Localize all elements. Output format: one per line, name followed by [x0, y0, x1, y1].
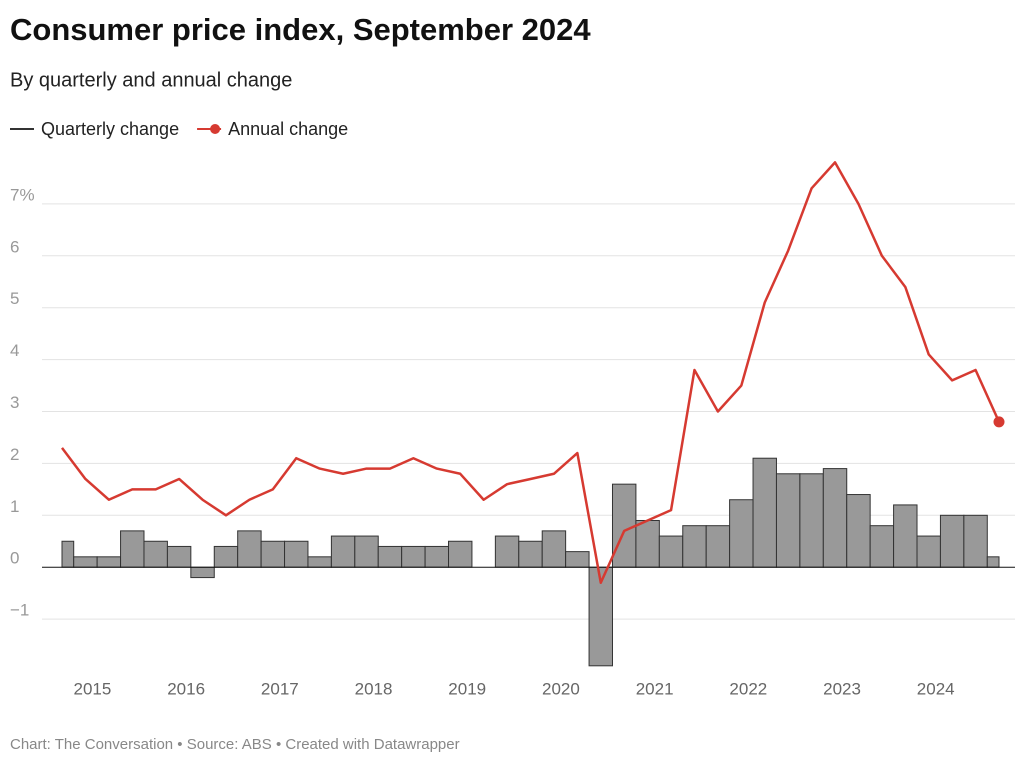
x-tick-label: 2019 — [448, 679, 486, 698]
quarterly-bar — [518, 540, 543, 568]
quarterly-bar — [260, 540, 286, 568]
quarterly-bar — [284, 540, 309, 568]
quarterly-bar — [61, 540, 75, 568]
y-tick-label: 0 — [10, 549, 19, 568]
quarterly-bar — [846, 494, 871, 568]
quarterly-bar — [729, 499, 754, 568]
x-tick-label: 2021 — [636, 679, 674, 698]
quarterly-bar — [237, 530, 262, 568]
chart-footer: Chart: The Conversation • Source: ABS • … — [10, 736, 460, 753]
x-tick-label: 2016 — [167, 679, 205, 698]
quarterly-bar — [939, 514, 965, 568]
quarterly-bar — [565, 551, 590, 568]
quarterly-bar — [893, 504, 918, 568]
y-tick-label: 7% — [10, 185, 35, 204]
x-tick-label: 2017 — [261, 679, 299, 698]
quarterly-bar — [775, 473, 801, 568]
quarterly-bar — [424, 545, 450, 568]
y-tick-label: 3 — [10, 393, 19, 412]
quarterly-bar — [963, 514, 988, 568]
quarterly-bar — [986, 556, 1000, 568]
y-tick-label: 4 — [10, 341, 19, 360]
x-tick-label: 2015 — [74, 679, 112, 698]
legend-label: Quarterly change — [41, 119, 179, 139]
chart-title: Consumer price index, September 2024 — [10, 12, 591, 47]
quarterly-bar — [682, 525, 707, 568]
quarterly-bar — [377, 545, 403, 568]
quarterly-bar — [401, 545, 426, 568]
chart-subtitle: By quarterly and annual change — [10, 69, 292, 91]
y-tick-label: 6 — [10, 237, 19, 256]
quarterly-bar — [916, 535, 941, 568]
quarterly-bar — [541, 530, 567, 568]
quarterly-bar — [611, 483, 637, 568]
x-tick-label: 2018 — [355, 679, 393, 698]
annual-line — [61, 161, 1001, 585]
legend-dot — [210, 124, 221, 134]
quarterly-bar — [120, 530, 145, 568]
quarterly-bar — [705, 525, 731, 568]
quarterly-bar — [869, 525, 895, 568]
x-tick-label: 2020 — [542, 679, 580, 698]
quarterly-bar — [330, 535, 356, 568]
quarterly-bar — [73, 556, 98, 568]
y-tick-label: 2 — [10, 445, 19, 464]
quarterly-bar — [166, 545, 192, 568]
quarterly-bar — [448, 540, 473, 568]
annual-end-dot — [993, 416, 1005, 428]
quarterly-bar — [799, 473, 824, 568]
quarterly-bar — [307, 556, 332, 568]
quarterly-bar — [822, 468, 848, 568]
y-tick-label: −1 — [10, 601, 29, 620]
quarterly-bar — [752, 457, 777, 568]
x-tick-label: 2023 — [823, 679, 861, 698]
x-tick-label: 2024 — [917, 679, 955, 698]
quarterly-bar — [658, 535, 684, 568]
quarterly-bar — [143, 540, 168, 568]
quarterly-bar — [354, 535, 379, 568]
quarterly-bar — [190, 566, 215, 579]
legend-label: Annual change — [228, 119, 348, 139]
y-tick-label: 5 — [10, 289, 19, 308]
x-tick-label: 2022 — [729, 679, 767, 698]
quarterly-bar — [96, 556, 122, 568]
quarterly-bar — [213, 545, 239, 568]
y-tick-label: 1 — [10, 497, 19, 516]
quarterly-bar — [494, 535, 520, 568]
quarterly-bar — [635, 519, 660, 568]
